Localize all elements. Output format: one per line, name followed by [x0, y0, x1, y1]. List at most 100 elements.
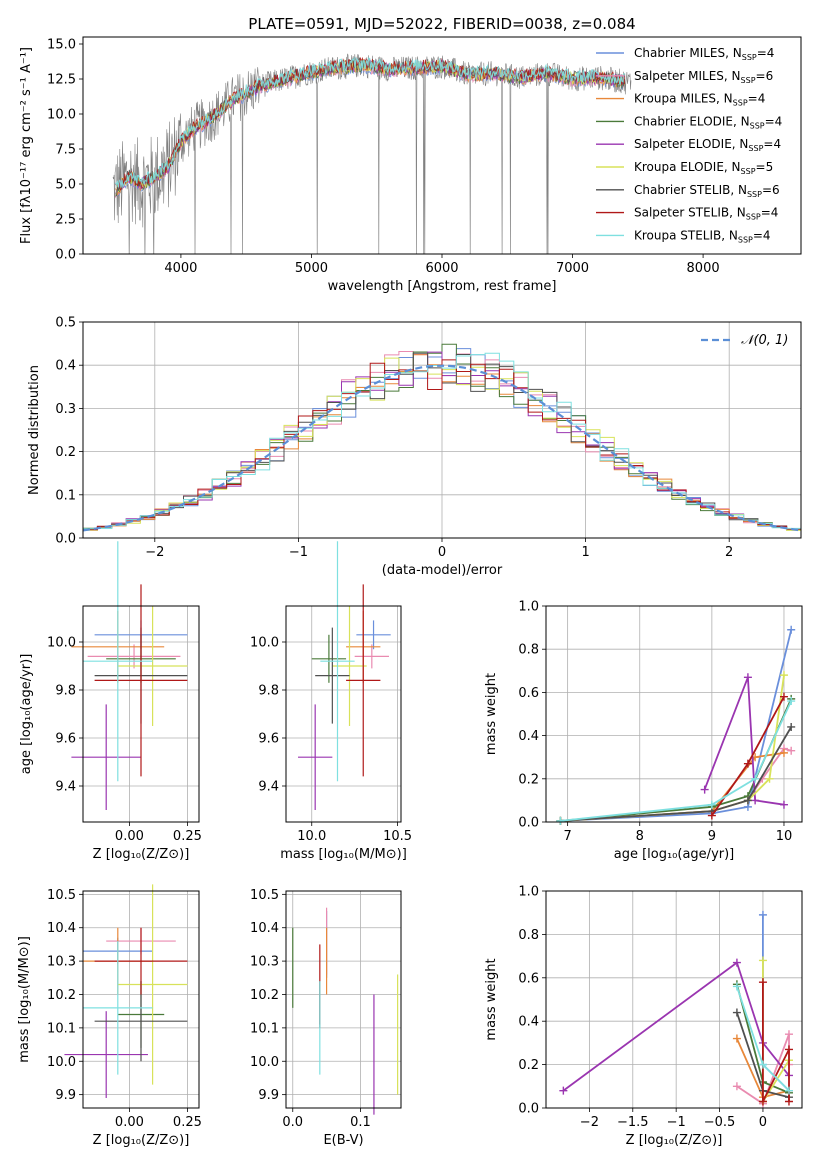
x-tick-label: 0.25	[173, 1115, 202, 1130]
legend-label: 𝒩(0, 1)	[741, 333, 788, 348]
x-axis-label: Z [log₁₀(Z/Z⊙)]	[626, 1133, 723, 1148]
plot-area	[298, 541, 391, 810]
y-tick-label: 10.5	[250, 888, 279, 903]
figure-title: PLATE=0591, MJD=52022, FIBERID=0038, z=0…	[248, 15, 635, 33]
weight-marker	[707, 811, 716, 820]
axes-frame	[285, 605, 402, 823]
weight-marker	[559, 1086, 568, 1095]
weight-line-chabrier-miles	[560, 629, 793, 822]
weight-marker	[700, 785, 709, 794]
weight-marker	[732, 958, 741, 967]
legend-label: Salpeter ELODIE, NSSP=4	[634, 137, 781, 153]
weight-marker	[787, 697, 796, 706]
legend-label: Chabrier STELIB, NSSP=6	[634, 183, 780, 199]
weight-marker	[743, 796, 752, 805]
weight-marker	[779, 671, 788, 680]
y-axis-label: age [log₁₀(age/yr)]	[19, 654, 34, 775]
chart-mass-vs-ebv: 0.0 0.1 9.9 10.0 10.1 10.2 10.3 10.4 10.5 E(B-V)	[250, 888, 402, 1148]
x-tick-label: −1	[289, 545, 308, 560]
y-tick-label: 0.5	[55, 316, 76, 331]
weight-marker	[758, 1097, 767, 1106]
y-tick-label: 0.8	[518, 643, 539, 658]
plot-area	[559, 910, 793, 1108]
x-tick-label: 6000	[425, 261, 458, 276]
weight-marker	[779, 748, 788, 757]
weight-marker	[743, 759, 752, 768]
weight-line-kroupa-elodie	[560, 674, 785, 822]
y-tick-label: 10.3	[250, 955, 279, 970]
axes-frame	[82, 605, 200, 823]
y-tick-label: 0.4	[518, 1015, 539, 1030]
y-tick-label: 0.3	[55, 402, 76, 417]
plot-area	[112, 53, 632, 254]
y-tick-label: 0.8	[518, 928, 539, 943]
weight-marker	[765, 774, 774, 783]
y-tick-label: 0.2	[55, 445, 76, 460]
weight-marker	[751, 796, 760, 805]
weight-marker	[787, 625, 796, 634]
y-tick-label: 12.5	[47, 73, 76, 88]
chart-weight-vs-z: −2 −1.5 −1 −0.5 0 0.0 0.2 0.4 0.6 0.8 1.0 Z [log₁₀(…	[484, 885, 803, 1148]
axes-frame	[285, 890, 402, 1109]
x-tick-label: −0.5	[704, 1115, 736, 1130]
plot-area	[64, 884, 188, 1098]
y-tick-label: 0.6	[518, 686, 539, 701]
y-tick-label: 0.6	[518, 971, 539, 986]
axes-frame	[545, 605, 803, 823]
weight-marker	[758, 956, 767, 965]
x-tick-label: 2	[725, 545, 733, 560]
y-tick-label: 1.0	[518, 885, 539, 900]
weight-line-chabrier-elodie	[560, 698, 793, 822]
y-tick-label: 0.2	[518, 1058, 539, 1073]
model-spectrum-kroupa-stelib	[115, 56, 625, 189]
normal-reference-curve	[82, 364, 802, 532]
y-tick-label: 10.5	[47, 888, 76, 903]
x-tick-label: 4000	[164, 261, 197, 276]
y-tick-label: 10.1	[250, 1021, 279, 1036]
weight-marker	[732, 1034, 741, 1043]
y-tick-label: 10.0	[47, 636, 76, 651]
weight-marker	[556, 816, 565, 825]
x-axis-label: age [log₁₀(age/yr)]	[614, 847, 735, 862]
legend-label: Kroupa MILES, NSSP=4	[634, 92, 765, 108]
weight-marker	[779, 692, 788, 701]
y-tick-label: 9.8	[258, 684, 279, 699]
weight-marker	[784, 1086, 793, 1095]
y-axis-label: mass weight	[484, 958, 499, 1040]
chart-weight-vs-age: 7 8 9 10 0.0 0.2 0.4 0.6 0.8 1.0 age [log₁₀(age/yr…	[484, 600, 803, 862]
x-tick-label: 8	[636, 829, 644, 844]
y-tick-label: 1.0	[518, 600, 539, 615]
weight-marker	[758, 1060, 767, 1069]
axes-frame	[545, 890, 803, 1109]
x-tick-label: 10	[776, 829, 793, 844]
histogram-salpeter-stelib	[83, 359, 801, 531]
weight-marker	[787, 746, 796, 755]
x-tick-label: 0.00	[115, 829, 144, 844]
chart-mass-vs-z: 0.00 0.25 9.9 10.0 10.1 10.2 10.3 10.4 10.5 Z [lo…	[17, 884, 202, 1148]
weight-marker	[784, 1030, 793, 1039]
x-tick-label: 7000	[556, 261, 589, 276]
panels: 4000 5000 6000 7000 80000.02.55.07.510.012.5…	[17, 36, 803, 1148]
plot-area	[82, 343, 802, 532]
y-tick-label: 10.2	[47, 988, 76, 1003]
y-tick-label: 10.0	[250, 636, 279, 651]
y-axis-label: Flux [fλ10⁻¹⁷ erg cm⁻² s⁻¹ A⁻¹]	[19, 47, 34, 244]
legend-label: Salpeter STELIB, NSSP=4	[634, 206, 778, 222]
plot-area	[71, 541, 188, 810]
legend-label: Salpeter MILES, NSSP=6	[634, 69, 773, 85]
chart-age-vs-z: 0.00 0.25 9.4 9.6 9.8 10.0 Z [log₁₀(Z/Z⊙)] age …	[19, 541, 202, 862]
x-tick-label: 0	[759, 1115, 767, 1130]
legend-label: Kroupa ELODIE, NSSP=5	[634, 160, 773, 176]
y-tick-label: 9.4	[55, 780, 76, 795]
x-tick-label: 0.0	[282, 1115, 303, 1130]
weight-marker	[758, 978, 767, 987]
x-tick-label: −1.5	[617, 1115, 649, 1130]
y-tick-label: 9.4	[258, 780, 279, 795]
y-tick-label: 0.4	[518, 729, 539, 744]
weight-line-kroupa-stelib	[560, 700, 793, 822]
x-tick-label: −2	[145, 545, 164, 560]
y-tick-label: 9.9	[55, 1088, 76, 1103]
y-tick-label: 10.0	[47, 1055, 76, 1070]
y-tick-label: 7.5	[55, 143, 76, 158]
